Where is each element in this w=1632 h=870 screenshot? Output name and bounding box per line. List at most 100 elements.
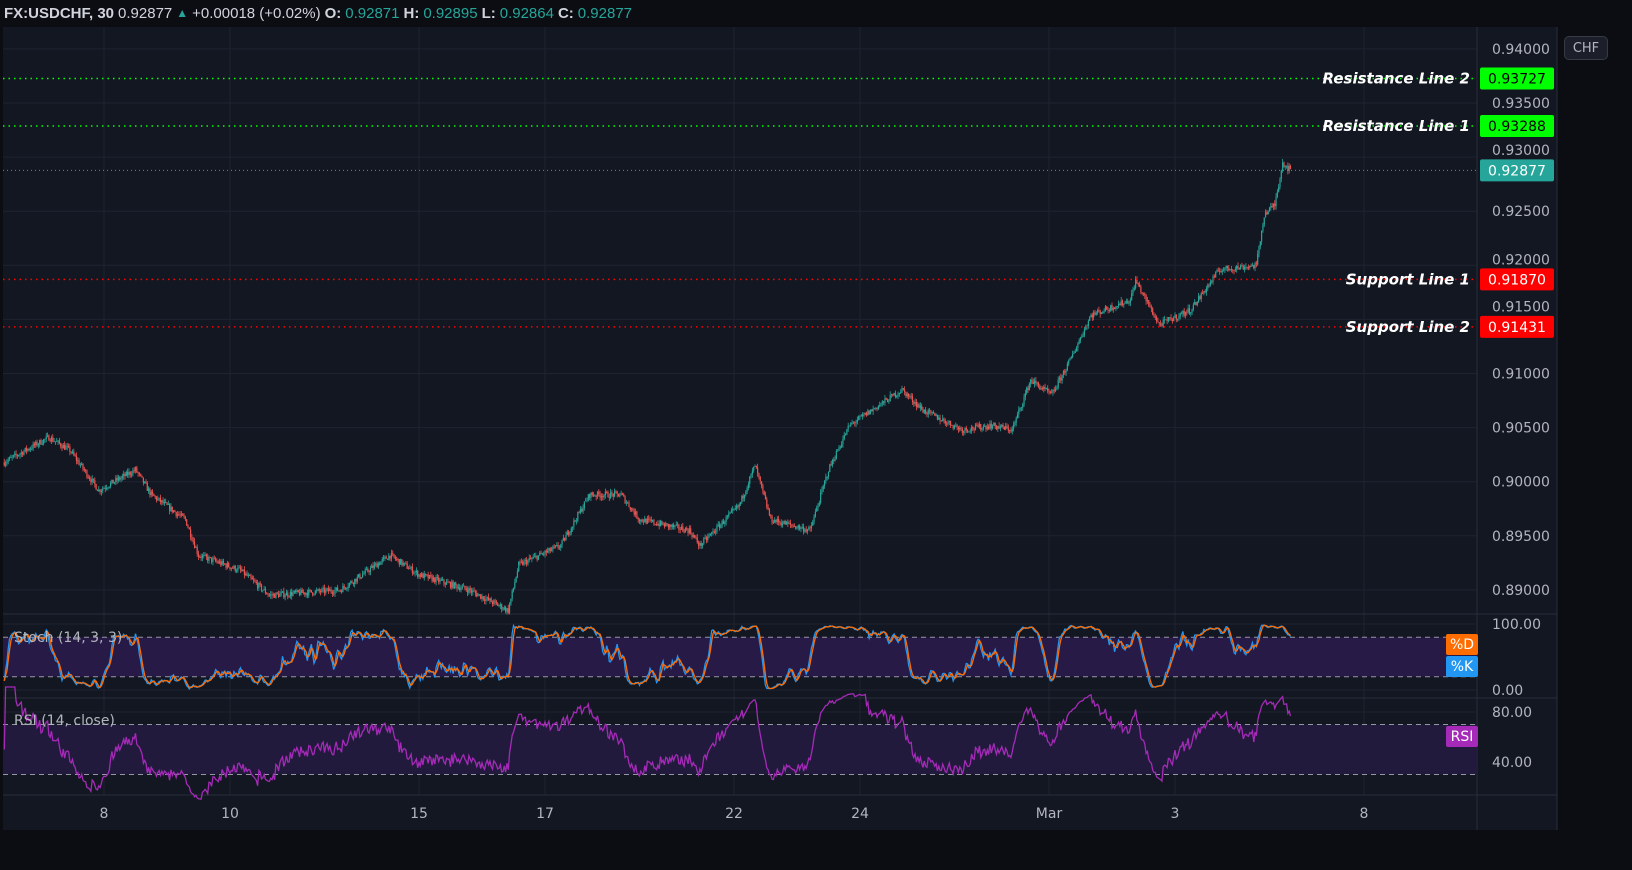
candle[interactable] (540, 550, 542, 555)
candle[interactable] (764, 491, 767, 500)
candle[interactable] (343, 583, 345, 590)
candle[interactable] (669, 523, 671, 530)
candle[interactable] (1175, 314, 1177, 323)
candle[interactable] (1099, 309, 1101, 318)
candle[interactable] (39, 439, 41, 448)
candle[interactable] (358, 574, 360, 578)
candle[interactable] (641, 518, 643, 523)
candle[interactable] (1016, 411, 1019, 419)
candle[interactable] (603, 493, 605, 501)
candle[interactable] (117, 474, 120, 483)
candle[interactable] (713, 529, 715, 534)
candle[interactable] (81, 461, 83, 466)
candle[interactable] (859, 414, 861, 420)
candle[interactable] (196, 544, 198, 557)
candle[interactable] (1133, 285, 1135, 292)
candle[interactable] (666, 522, 668, 527)
candle[interactable] (410, 565, 412, 571)
candle[interactable] (266, 592, 268, 595)
candle[interactable] (831, 458, 834, 468)
candle[interactable] (554, 544, 557, 549)
candle[interactable] (1287, 162, 1289, 175)
candle[interactable] (1045, 387, 1047, 390)
candle[interactable] (1275, 193, 1277, 210)
candle[interactable] (322, 585, 324, 593)
candle[interactable] (671, 523, 673, 530)
candle[interactable] (1225, 265, 1227, 271)
candle[interactable] (18, 454, 20, 457)
candle[interactable] (406, 561, 408, 570)
candle[interactable] (1233, 269, 1235, 275)
candle[interactable] (644, 515, 646, 523)
candle[interactable] (1044, 383, 1046, 392)
candle[interactable] (331, 589, 333, 598)
candle[interactable] (271, 591, 273, 600)
candle[interactable] (650, 516, 652, 524)
candle[interactable] (82, 463, 84, 472)
candle[interactable] (1254, 261, 1256, 272)
candle[interactable] (277, 590, 280, 599)
candle[interactable] (275, 592, 277, 599)
candle[interactable] (116, 474, 118, 485)
candle[interactable] (826, 476, 828, 481)
candle[interactable] (582, 504, 584, 514)
candle[interactable] (69, 443, 71, 456)
candle[interactable] (411, 563, 414, 576)
candle[interactable] (1043, 384, 1045, 393)
candle[interactable] (1112, 306, 1114, 313)
candle[interactable] (423, 570, 425, 581)
candle[interactable] (259, 581, 261, 587)
candle[interactable] (304, 592, 306, 597)
candle[interactable] (1250, 263, 1252, 268)
candle[interactable] (834, 455, 836, 462)
candle[interactable] (654, 523, 656, 526)
candle[interactable] (560, 543, 562, 552)
candle[interactable] (910, 392, 912, 400)
candle[interactable] (394, 555, 396, 561)
stoch-title[interactable]: Stoch (14, 3, 3) (14, 630, 122, 646)
candle[interactable] (75, 452, 78, 465)
candle[interactable] (867, 408, 869, 416)
candle[interactable] (604, 488, 606, 499)
candle[interactable] (54, 441, 57, 445)
candle[interactable] (134, 466, 137, 474)
candle[interactable] (398, 558, 400, 568)
candle[interactable] (1026, 386, 1028, 395)
candle[interactable] (481, 593, 483, 602)
candle[interactable] (230, 567, 232, 572)
candle[interactable] (495, 599, 498, 606)
candle[interactable] (1156, 315, 1158, 324)
candle[interactable] (1030, 378, 1032, 388)
candle[interactable] (484, 595, 486, 605)
candle[interactable] (421, 572, 423, 578)
candle[interactable] (1249, 265, 1251, 270)
candle[interactable] (633, 508, 635, 517)
candle[interactable] (1009, 429, 1011, 434)
candle[interactable] (869, 409, 872, 415)
candle[interactable] (892, 393, 894, 397)
candle[interactable] (946, 421, 948, 427)
candle[interactable] (905, 391, 907, 398)
candle[interactable] (503, 605, 505, 611)
candle[interactable] (201, 553, 204, 562)
candle[interactable] (37, 442, 39, 449)
candle[interactable] (864, 412, 866, 416)
candle[interactable] (812, 519, 814, 526)
candle[interactable] (477, 592, 479, 597)
candle[interactable] (851, 419, 853, 425)
candle[interactable] (682, 522, 684, 533)
candle[interactable] (319, 589, 322, 596)
candle[interactable] (1095, 311, 1097, 316)
candle[interactable] (1075, 346, 1078, 352)
candle[interactable] (197, 550, 200, 560)
candle[interactable] (141, 475, 143, 478)
candle[interactable] (1114, 306, 1116, 310)
candle[interactable] (166, 501, 168, 506)
candle[interactable] (490, 596, 492, 603)
candle[interactable] (453, 582, 456, 590)
candle[interactable] (289, 589, 291, 599)
candle[interactable] (1015, 416, 1017, 427)
candle[interactable] (253, 575, 255, 584)
candle[interactable] (142, 477, 144, 486)
